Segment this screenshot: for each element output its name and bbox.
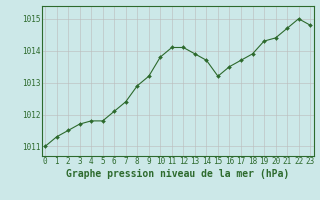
X-axis label: Graphe pression niveau de la mer (hPa): Graphe pression niveau de la mer (hPa) — [66, 169, 289, 179]
